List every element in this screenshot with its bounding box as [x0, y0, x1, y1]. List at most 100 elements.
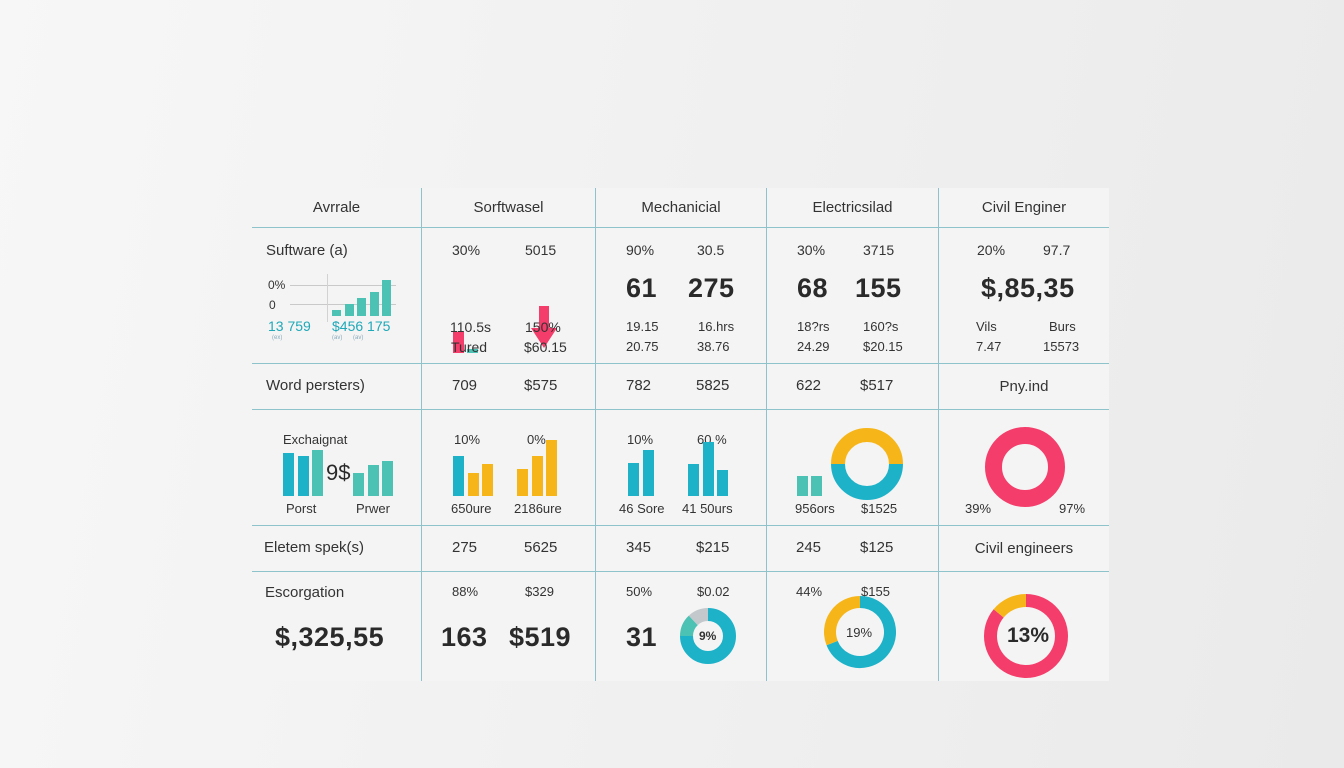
row4-col2-cell: 345 $215	[596, 526, 767, 572]
stat-value-a: 13 759	[268, 318, 311, 334]
donut-segment-gray	[688, 608, 709, 626]
bar-group-right	[517, 440, 561, 496]
gridline	[290, 285, 396, 286]
column-header-1[interactable]: Sorftwasel	[422, 188, 596, 228]
footer-a: 46 Sore	[619, 501, 665, 516]
row4-col3-cell: 245 $125	[767, 526, 939, 572]
footer-a: 650ure	[451, 501, 492, 516]
donut-segment-teal	[831, 463, 903, 500]
value-b: $575	[524, 377, 558, 394]
top-value-a: 44%	[796, 584, 823, 599]
top-value-a: 30%	[452, 242, 481, 258]
axis-label-top: 0%	[268, 278, 286, 292]
mid-value-a: Vils	[976, 319, 997, 334]
donut-center-label: 9%	[699, 629, 717, 643]
column-header-label: Sorftwasel	[473, 199, 544, 216]
bar	[482, 463, 493, 496]
column-header-2[interactable]: Mechanicial	[596, 188, 767, 228]
bar-group-left	[453, 450, 497, 496]
top-value-b: $0.02	[697, 584, 730, 599]
row-label: Eletem spek(s)	[264, 539, 365, 556]
gridline	[290, 304, 396, 305]
top-value-b: 3715	[863, 242, 895, 258]
top-value-b: 30.5	[697, 242, 725, 258]
column-header-label: Civil Enginer	[981, 199, 1067, 216]
column-header-4[interactable]: Civil Enginer	[939, 188, 1109, 228]
row5-col2-cell: 50% $0.02 31 9%	[596, 572, 767, 681]
bar	[717, 470, 728, 496]
row2-col3-cell: 622 $517	[767, 364, 939, 410]
mid-value-b: 16.hrs	[698, 319, 735, 334]
value-a: 275	[452, 539, 478, 556]
row1-col3-cell: 30% 3715 68 155 18?rs 160?s 24.29 $20.15	[767, 228, 939, 364]
value-b: $517	[860, 377, 894, 394]
big-value-a: 68	[797, 273, 829, 303]
big-value-b: 155	[855, 273, 902, 303]
column-header-3[interactable]: Electricsilad	[767, 188, 939, 228]
top-value-b: 5015	[525, 242, 557, 258]
bar	[688, 463, 699, 496]
column-header-0[interactable]: Avrrale	[252, 188, 422, 228]
bar-group	[797, 476, 825, 496]
row5-col1-cell: 88% $329 163 $519	[422, 572, 596, 681]
top-value-b: $155	[861, 584, 890, 599]
mid-value-a: 18?rs	[797, 319, 830, 334]
bottom-value-b: 38.76	[697, 339, 730, 354]
donut-segment-yellow	[824, 596, 861, 646]
top-value-a: 30%	[797, 242, 826, 258]
top-value-a: 50%	[626, 584, 653, 599]
donut-chart	[680, 608, 736, 664]
donut-segment-pink	[984, 594, 1068, 678]
bottom-value-a: 24.29	[797, 339, 830, 354]
mini-bar-chart	[332, 280, 395, 316]
value-b: $125	[860, 539, 894, 556]
donut-segment-teal	[826, 596, 896, 668]
row1-col2-cell: 90% 30.5 61 275 19.15 16.hrs 20.75 38.76	[596, 228, 767, 364]
row3-col0-cell: Exchaignat 9$ Porst Prwer	[252, 410, 422, 526]
top-value-b: $329	[525, 584, 554, 599]
footer-a: 956ors	[795, 501, 835, 516]
bottom-value-b: $20.15	[863, 339, 903, 354]
bar	[357, 298, 366, 316]
stat-value-b: $456 175	[332, 318, 391, 334]
row1-col1-cell: 30% 5015 110.5s 150% Tured $60.15	[422, 228, 596, 364]
bar	[344, 304, 354, 316]
donut-center-label: 19%	[846, 625, 873, 640]
column-header-label: Mechanicial	[641, 199, 721, 216]
donut-center-label: 13%	[1007, 624, 1050, 647]
row1-col4-cell: 20% 97.7 $,85,35 Vils Burs 7.47 15573	[939, 228, 1109, 364]
chart-title: Exchaignat	[283, 432, 348, 447]
bar	[643, 450, 654, 496]
engineering-stats-table: Avrrale Sorftwasel Mechanicial Electrics…	[252, 188, 1109, 681]
row3-col4-cell: 39% 97%	[939, 410, 1109, 526]
bar	[531, 456, 543, 496]
bar-group-right	[353, 450, 397, 496]
bar-group-left	[628, 450, 658, 496]
cell-label: Civil engineers	[974, 540, 1074, 557]
big-value-a: 61	[626, 273, 658, 303]
value-a: 782	[626, 377, 652, 394]
row-label: Word persters)	[266, 377, 365, 394]
value-b: 5825	[696, 377, 730, 394]
row-label: Suftware (a)	[266, 242, 348, 259]
bar	[382, 460, 393, 496]
donut-segment-yellow	[831, 428, 903, 465]
row4-label-cell: Eletem spek(s)	[252, 526, 422, 572]
bar	[297, 455, 309, 496]
row3-col1-cell: 10% 0% 650ure 2186ure	[422, 410, 596, 526]
row2-col1-cell: 709 $575	[422, 364, 596, 410]
row4-col1-cell: 275 5625	[422, 526, 596, 572]
value-a: 245	[796, 539, 822, 556]
bar	[369, 292, 379, 316]
axis-line	[327, 274, 328, 322]
footer-b: 2186ure	[514, 501, 562, 516]
top-value-a: 90%	[626, 242, 655, 258]
top-value-a: 10%	[454, 432, 481, 447]
bar	[367, 464, 379, 496]
value-b: 5625	[524, 539, 558, 556]
donut-chart	[831, 428, 903, 500]
bottom-value-a: 20.75	[626, 339, 659, 354]
footer-a: Porst	[286, 501, 317, 516]
big-value: $,325,55	[275, 622, 385, 652]
bottom-value-a: 7.47	[976, 339, 1002, 354]
